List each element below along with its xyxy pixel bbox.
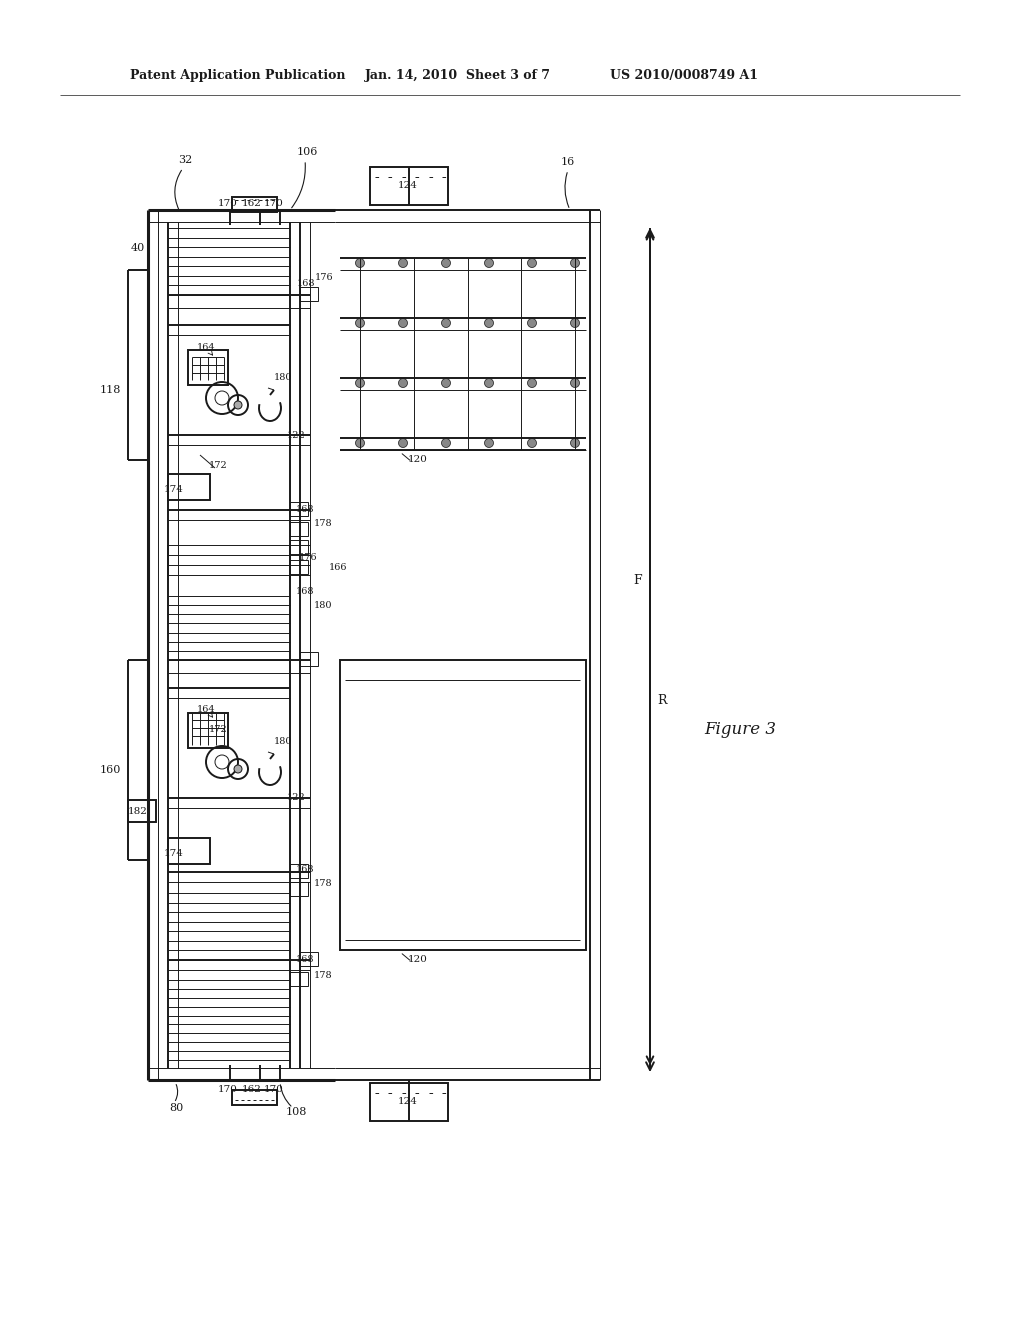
Text: 176: 176 xyxy=(314,273,334,282)
Text: 16: 16 xyxy=(561,157,575,168)
Text: 172: 172 xyxy=(209,726,227,734)
Text: 168: 168 xyxy=(297,279,315,288)
Circle shape xyxy=(441,438,451,447)
Circle shape xyxy=(355,379,365,388)
Text: 122: 122 xyxy=(287,430,305,440)
Text: 164: 164 xyxy=(197,705,215,714)
Text: 32: 32 xyxy=(178,154,193,165)
Bar xyxy=(128,800,156,822)
Circle shape xyxy=(484,259,494,268)
Circle shape xyxy=(484,379,494,388)
Text: 178: 178 xyxy=(313,520,333,528)
Text: 118: 118 xyxy=(99,385,121,395)
Circle shape xyxy=(398,379,408,388)
Text: Patent Application Publication: Patent Application Publication xyxy=(130,70,345,82)
Text: 170: 170 xyxy=(218,199,238,209)
Circle shape xyxy=(570,438,580,447)
Text: 178: 178 xyxy=(313,879,333,888)
Text: 166: 166 xyxy=(329,564,347,573)
Text: 168: 168 xyxy=(296,506,314,515)
Text: 160: 160 xyxy=(99,766,121,775)
Text: 164: 164 xyxy=(197,343,215,352)
Circle shape xyxy=(234,766,242,774)
Bar xyxy=(370,1082,449,1121)
Text: 120: 120 xyxy=(408,455,428,465)
Text: 168: 168 xyxy=(296,956,314,965)
Circle shape xyxy=(527,379,537,388)
Text: 170: 170 xyxy=(218,1085,238,1094)
Text: 174: 174 xyxy=(164,486,184,495)
Bar xyxy=(290,502,308,516)
Text: Figure 3: Figure 3 xyxy=(705,722,776,738)
Circle shape xyxy=(570,379,580,388)
Text: 168: 168 xyxy=(296,866,314,874)
Text: 172: 172 xyxy=(209,461,227,470)
Text: 108: 108 xyxy=(286,1107,306,1117)
Text: F: F xyxy=(634,573,642,586)
Text: 174: 174 xyxy=(164,850,184,858)
Text: 162: 162 xyxy=(242,1085,262,1094)
Text: 106: 106 xyxy=(296,147,317,157)
Bar xyxy=(168,838,210,865)
Bar xyxy=(300,652,318,667)
Circle shape xyxy=(441,379,451,388)
Bar xyxy=(290,521,308,536)
Text: 40: 40 xyxy=(131,243,145,253)
Text: Jan. 14, 2010  Sheet 3 of 7: Jan. 14, 2010 Sheet 3 of 7 xyxy=(365,70,551,82)
Bar xyxy=(188,350,228,385)
Text: 120: 120 xyxy=(408,956,428,965)
Circle shape xyxy=(398,259,408,268)
Text: 180: 180 xyxy=(273,374,292,383)
Text: 170: 170 xyxy=(264,199,284,209)
Bar xyxy=(370,168,449,205)
Text: US 2010/0008749 A1: US 2010/0008749 A1 xyxy=(610,70,758,82)
Text: 178: 178 xyxy=(313,970,333,979)
Bar xyxy=(232,197,278,213)
Bar xyxy=(300,952,318,966)
Circle shape xyxy=(441,259,451,268)
Circle shape xyxy=(398,438,408,447)
Bar xyxy=(290,540,308,554)
Text: 180: 180 xyxy=(313,602,332,610)
Text: 168: 168 xyxy=(296,587,314,597)
Circle shape xyxy=(398,318,408,327)
Bar xyxy=(340,660,586,950)
Circle shape xyxy=(355,438,365,447)
Circle shape xyxy=(527,259,537,268)
Text: 124: 124 xyxy=(398,181,418,190)
Text: 122: 122 xyxy=(287,793,305,803)
Bar xyxy=(168,474,210,500)
Bar xyxy=(232,1090,278,1105)
Circle shape xyxy=(484,438,494,447)
Circle shape xyxy=(570,259,580,268)
Text: 176: 176 xyxy=(299,553,317,562)
Text: 182: 182 xyxy=(128,808,147,817)
Bar xyxy=(290,560,308,574)
Circle shape xyxy=(441,318,451,327)
Circle shape xyxy=(355,259,365,268)
Circle shape xyxy=(355,318,365,327)
Bar xyxy=(300,286,318,301)
Circle shape xyxy=(234,401,242,409)
Text: R: R xyxy=(657,693,667,706)
Text: 124: 124 xyxy=(398,1097,418,1106)
Text: 80: 80 xyxy=(169,1104,183,1113)
Bar xyxy=(290,882,308,896)
Text: 170: 170 xyxy=(264,1085,284,1094)
Circle shape xyxy=(570,318,580,327)
Text: 180: 180 xyxy=(273,738,292,747)
Bar xyxy=(290,865,308,878)
Circle shape xyxy=(527,318,537,327)
Text: 162: 162 xyxy=(242,199,262,209)
Bar xyxy=(290,972,308,986)
Circle shape xyxy=(527,438,537,447)
Bar xyxy=(188,713,228,748)
Circle shape xyxy=(484,318,494,327)
